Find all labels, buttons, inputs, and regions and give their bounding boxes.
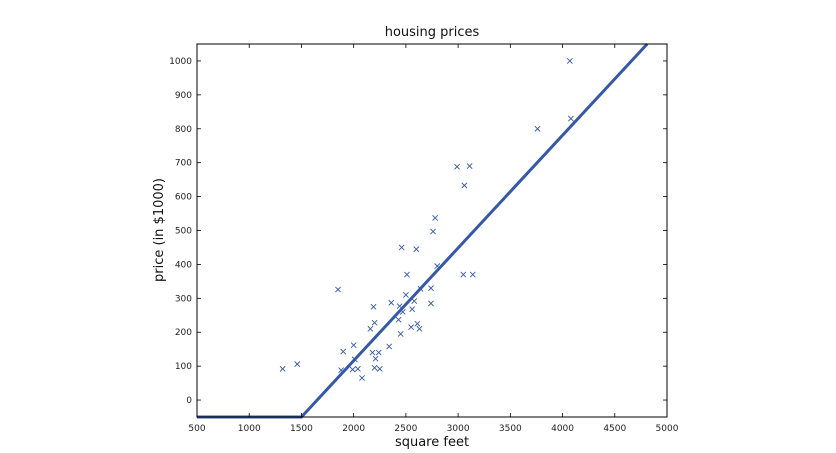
data-point (428, 300, 434, 307)
data-point (350, 342, 357, 349)
data-point (335, 286, 341, 293)
data-point (371, 364, 378, 371)
x-axis-title: square feet (395, 435, 469, 450)
y-tick-label: 1000 (169, 57, 192, 67)
data-point (566, 58, 573, 64)
data-point (534, 125, 541, 132)
data-point (404, 271, 410, 278)
data-point (416, 325, 423, 332)
data-point (454, 163, 460, 170)
data-point (340, 348, 347, 355)
y-tick-label: 600 (175, 193, 192, 203)
y-tick-label: 500 (175, 227, 192, 237)
axis-ticks: 500 1000 1500 2000 2500 3000 3500 4000 4500 5000 0… (169, 44, 679, 434)
data-point (398, 244, 405, 251)
y-tick-label: 200 (175, 328, 192, 338)
data-point (371, 319, 378, 326)
data-point (430, 228, 436, 235)
x-tick-label: 3500 (499, 424, 522, 434)
x-tick-label: 4500 (603, 424, 626, 434)
y-axis-title: price (in $1000) (152, 178, 167, 282)
data-point (369, 349, 376, 356)
x-tick-label: 1000 (238, 424, 261, 434)
data-point (460, 271, 467, 278)
data-point (466, 163, 473, 169)
x-tick-label: 500 (188, 424, 205, 434)
data-point (428, 285, 434, 292)
y-tick-label: 700 (175, 159, 192, 169)
x-tick-label: 1500 (290, 424, 313, 434)
data-point (397, 331, 404, 337)
data-point (402, 292, 409, 298)
data-point (567, 115, 574, 122)
y-tick-label: 100 (175, 362, 192, 372)
x-tick-label: 2500 (394, 424, 417, 434)
y-tick-label: 900 (175, 91, 192, 101)
data-point (349, 366, 356, 373)
x-tick-label: 3000 (447, 424, 470, 434)
data-point (376, 365, 383, 372)
data-point (408, 324, 415, 331)
data-point (469, 271, 476, 278)
data-point (375, 349, 382, 356)
data-point (395, 316, 402, 323)
data-point (359, 375, 365, 381)
fit-line (197, 42, 649, 419)
data-point (414, 320, 421, 327)
data-point (409, 306, 416, 313)
data-point (388, 299, 395, 306)
data-point (294, 361, 301, 368)
data-point (354, 365, 361, 372)
x-tick-label: 2000 (342, 424, 365, 434)
y-tick-label: 400 (175, 260, 192, 270)
data-point (432, 215, 439, 221)
data-point (386, 343, 393, 350)
data-point (370, 303, 377, 310)
y-tick-label: 300 (175, 294, 192, 304)
y-tick-label: 0 (186, 396, 192, 406)
data-point (372, 355, 379, 362)
x-tick-label: 5000 (656, 424, 679, 434)
y-tick-label: 800 (175, 125, 192, 135)
data-point (279, 365, 286, 372)
x-tick-label: 4000 (551, 424, 574, 434)
data-point (413, 246, 420, 253)
data-point (367, 325, 374, 332)
plot-marks (197, 42, 649, 419)
data-point (461, 182, 468, 189)
chart-title: housing prices (385, 25, 480, 40)
